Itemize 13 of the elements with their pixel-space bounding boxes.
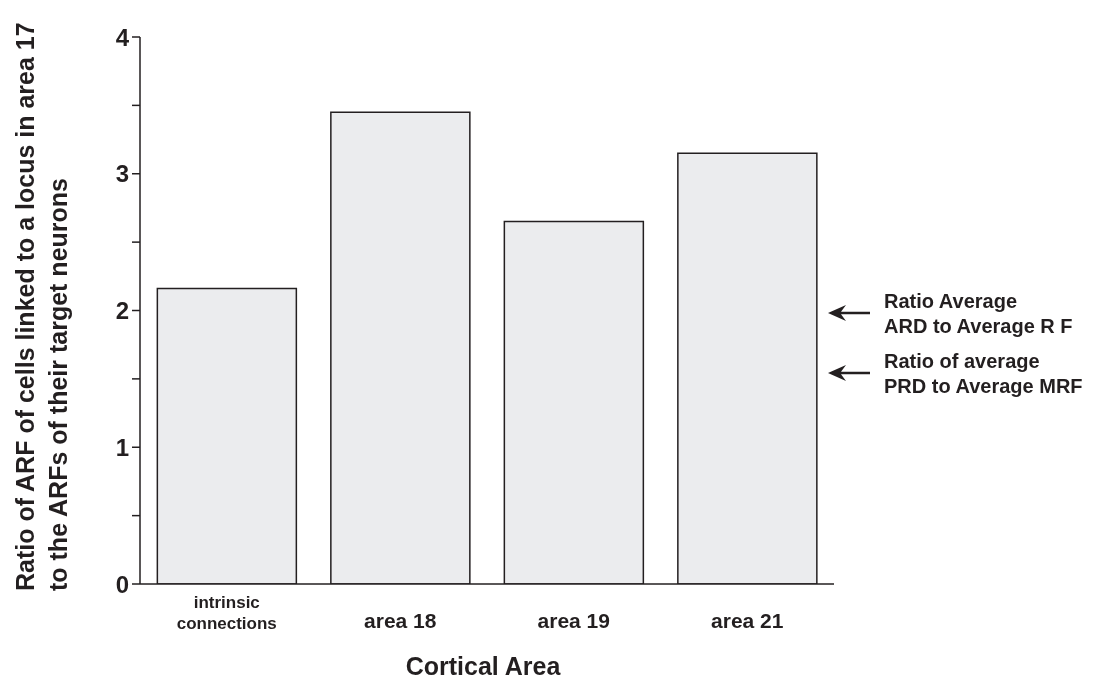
text: Ratio Average ARD to Average R F [884,289,1073,337]
y-tick-label: 1 [115,433,129,461]
x-axis-title: Cortical Area [405,652,562,680]
y-axis-title: Ratio of ARF of cells linked to a locus in area 17 to the ARFs of their target neurons [11,22,72,591]
y-tick-label: 0 [115,570,129,598]
x-tick-label: area 19 [537,608,610,632]
text: Ratio of average PRD to Average MRF [884,349,1083,397]
x-tick-label: area 18 [364,608,437,632]
x-tick-label: intrinsic connections [176,592,277,633]
y-tick-label: 4 [115,23,130,51]
y-tick-label: 2 [115,297,129,325]
x-tick-label: area 21 [711,608,784,632]
y-tick-label: 3 [115,160,129,188]
